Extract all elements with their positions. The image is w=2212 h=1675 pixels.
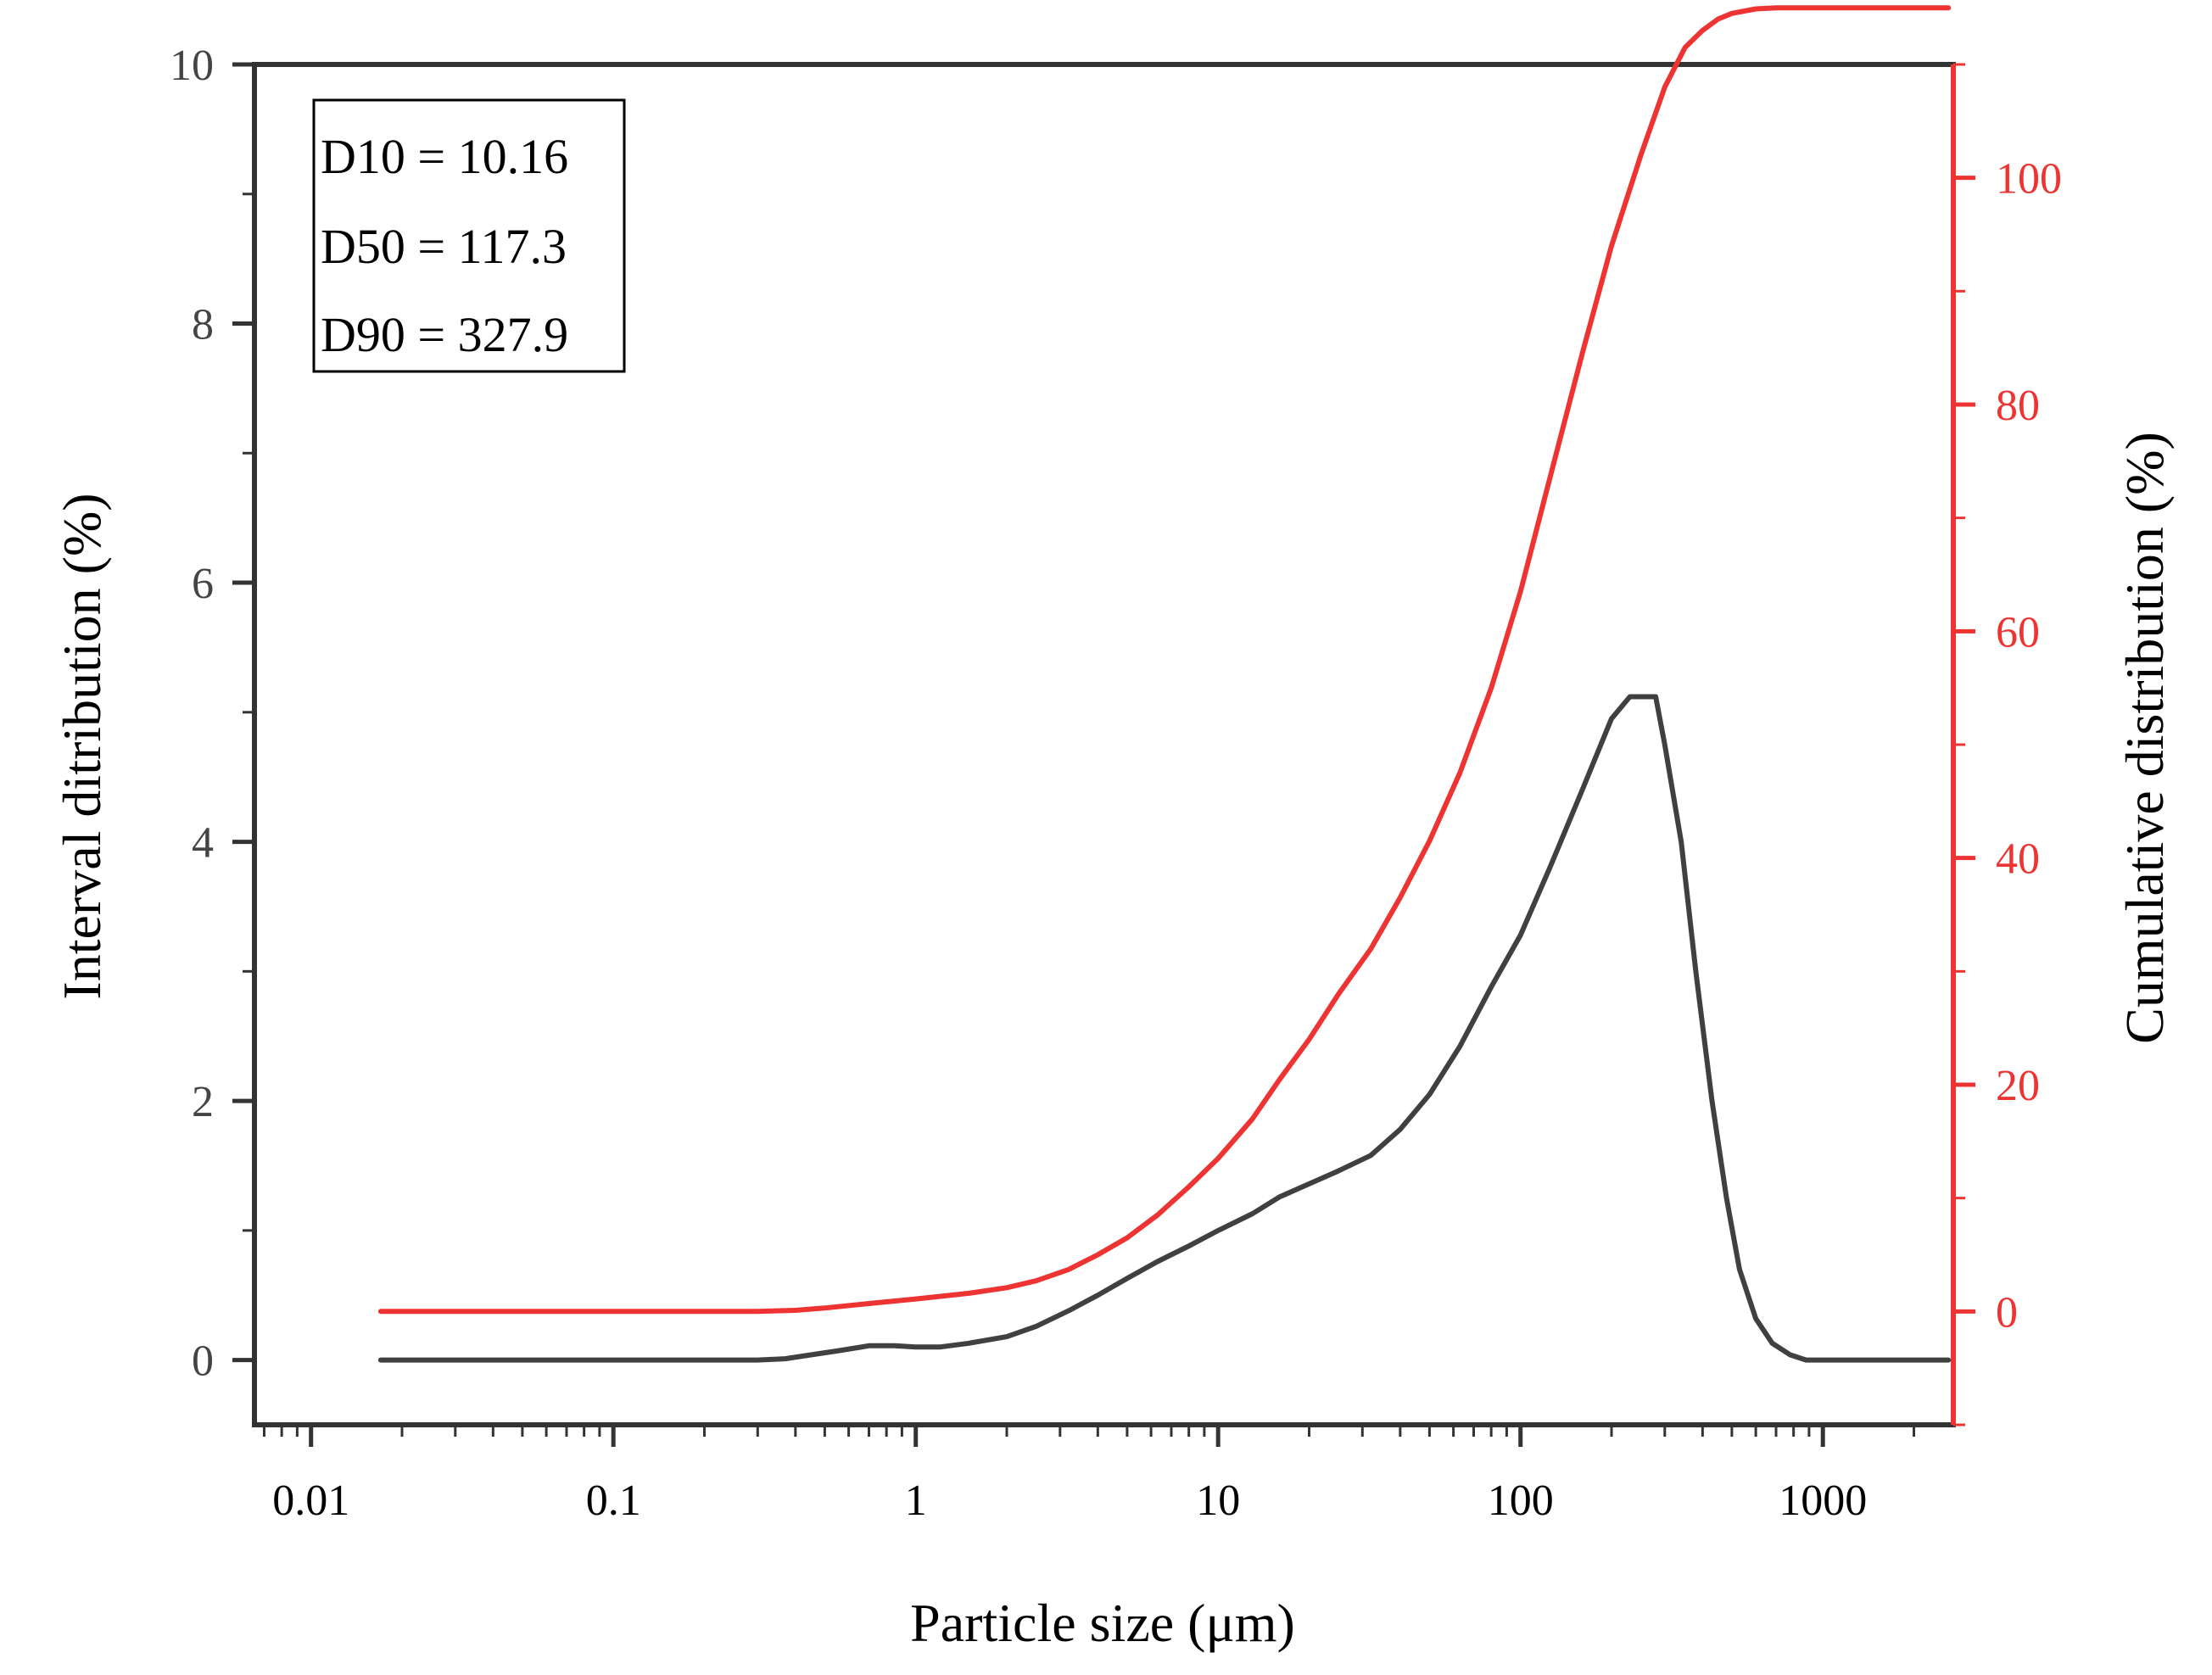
x-tick-label: 10 (1196, 1477, 1240, 1525)
d50-label: D50 = 117.3 (321, 219, 567, 274)
x-tick-label: 0.1 (586, 1477, 641, 1525)
x-axis-title: Particle size (μm) (910, 1593, 1295, 1653)
y-left-tick-label: 0 (192, 1337, 214, 1386)
statistics-box-border (312, 98, 626, 373)
x-tick-label: 1000 (1779, 1477, 1867, 1525)
interval-distribution-line (377, 694, 1952, 1363)
x-tick-label: 1 (905, 1477, 927, 1525)
y-right-tick-label: 100 (1996, 155, 2062, 204)
y-left-tick-label: 4 (192, 819, 214, 868)
y-right-tick-label: 0 (1996, 1288, 2018, 1337)
y-left-tick-label: 2 (192, 1078, 214, 1126)
x-tick-label: 0.01 (272, 1477, 349, 1525)
cumulative-distribution-line (377, 5, 1952, 1315)
d10-label: D10 = 10.16 (321, 129, 568, 184)
x-tick-label: 100 (1488, 1477, 1554, 1525)
y-right-tick-label: 40 (1996, 835, 2040, 884)
y-right-tick-label: 80 (1996, 382, 2040, 430)
y-left-tick-label: 6 (192, 560, 214, 608)
data-series (377, 5, 1952, 1363)
y-right-tick-label: 60 (1996, 608, 2040, 656)
right-y-axis-title: Cumulative distribution (%) (2114, 432, 2175, 1044)
statistics-box: D10 = 10.16 D50 = 117.3 D90 = 327.9 (312, 98, 626, 373)
d90-label: D90 = 327.9 (321, 307, 568, 362)
y-left-tick-label: 10 (170, 42, 214, 90)
y-left-tick-label: 8 (192, 301, 214, 349)
left-y-axis-title: Interval ditribution (%) (52, 493, 112, 999)
y-right-tick-label: 20 (1996, 1062, 2040, 1110)
